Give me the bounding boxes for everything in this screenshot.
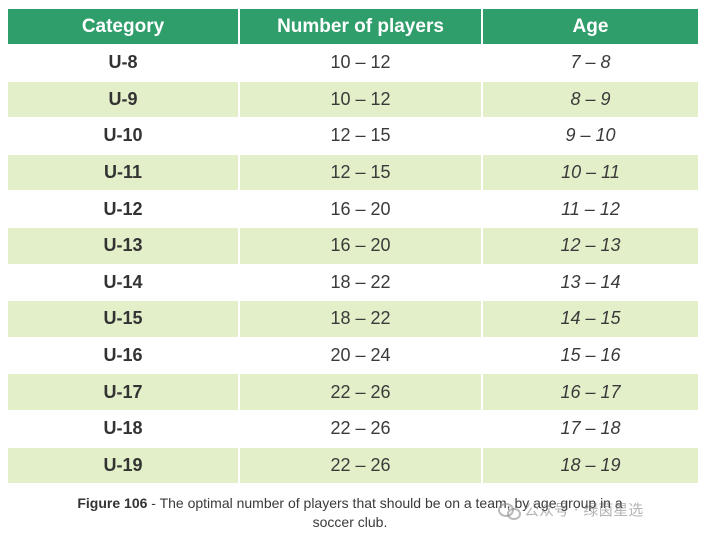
age-cell: 11 – 12 (483, 190, 698, 227)
players-table: Category Number of players Age U-8 10 – … (8, 9, 698, 484)
players-cell: 16 – 20 (240, 226, 483, 264)
table-row: U-11 12 – 15 10 – 11 (8, 153, 698, 191)
table-row: U-15 18 – 22 14 – 15 (8, 300, 698, 337)
table-row: U-13 16 – 20 12 – 13 (8, 226, 698, 264)
category-cell: U-9 (8, 80, 240, 118)
header-number-of-players: Number of players (240, 9, 483, 44)
category-cell: U-12 (8, 190, 240, 227)
players-cell: 12 – 15 (240, 153, 483, 191)
age-cell: 18 – 19 (483, 446, 698, 484)
table-row: U-8 10 – 12 7 – 8 (8, 44, 698, 81)
players-cell: 10 – 12 (240, 80, 483, 118)
players-cell: 10 – 12 (240, 44, 483, 81)
age-cell: 9 – 10 (483, 117, 698, 154)
header-category: Category (8, 9, 240, 44)
category-cell: U-18 (8, 409, 240, 447)
age-cell: 7 – 8 (483, 44, 698, 81)
table-row: U-9 10 – 12 8 – 9 (8, 80, 698, 118)
players-cell: 20 – 24 (240, 336, 483, 374)
players-cell: 18 – 22 (240, 263, 483, 301)
players-table-container: Category Number of players Age U-8 10 – … (8, 9, 698, 484)
category-cell: U-16 (8, 336, 240, 374)
category-cell: U-10 (8, 117, 240, 154)
players-cell: 22 – 26 (240, 446, 483, 484)
header-age: Age (483, 9, 698, 44)
watermark-text: 公众号 · 绿茵星选 (524, 501, 644, 519)
category-cell: U-17 (8, 373, 240, 410)
age-cell: 17 – 18 (483, 409, 698, 447)
players-cell: 16 – 20 (240, 190, 483, 227)
table-row: U-10 12 – 15 9 – 10 (8, 117, 698, 154)
players-cell: 12 – 15 (240, 117, 483, 154)
category-cell: U-8 (8, 44, 240, 81)
category-cell: U-11 (8, 153, 240, 191)
age-cell: 12 – 13 (483, 226, 698, 264)
age-cell: 13 – 14 (483, 263, 698, 301)
age-cell: 10 – 11 (483, 153, 698, 191)
age-cell: 8 – 9 (483, 80, 698, 118)
age-cell: 16 – 17 (483, 373, 698, 410)
table-row: U-16 20 – 24 15 – 16 (8, 336, 698, 374)
age-cell: 15 – 16 (483, 336, 698, 374)
table-row: U-19 22 – 26 18 – 19 (8, 446, 698, 484)
table-row: U-14 18 – 22 13 – 14 (8, 263, 698, 301)
category-cell: U-14 (8, 263, 240, 301)
table-row: U-18 22 – 26 17 – 18 (8, 409, 698, 447)
watermark: 公众号 · 绿茵星选 (498, 499, 643, 520)
players-cell: 22 – 26 (240, 409, 483, 447)
table-row: U-12 16 – 20 11 – 12 (8, 190, 698, 227)
players-cell: 22 – 26 (240, 373, 483, 410)
wechat-icon (498, 501, 521, 520)
category-cell: U-15 (8, 300, 240, 337)
table-row: U-17 22 – 26 16 – 17 (8, 373, 698, 410)
figure-label: Figure 106 (77, 495, 148, 511)
players-cell: 18 – 22 (240, 300, 483, 337)
age-cell: 14 – 15 (483, 300, 698, 337)
table-header-row: Category Number of players Age (8, 9, 698, 44)
category-cell: U-13 (8, 226, 240, 264)
category-cell: U-19 (8, 446, 240, 484)
